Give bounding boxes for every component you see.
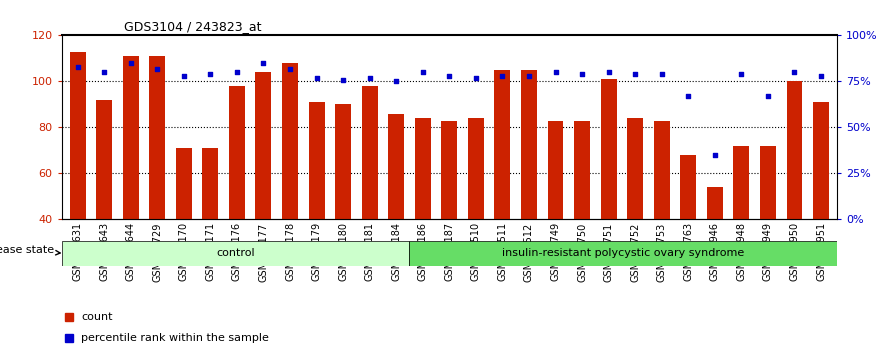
Text: GDS3104 / 243823_at: GDS3104 / 243823_at: [123, 20, 261, 33]
Point: [70, 64, 85, 69]
Point: [814, 73, 828, 79]
Point: [150, 66, 164, 72]
Point: [256, 60, 270, 66]
Point: [442, 73, 456, 79]
Bar: [176, 148, 192, 219]
Point: [761, 93, 775, 99]
Point: [416, 69, 430, 75]
Bar: [627, 118, 643, 219]
Point: [707, 152, 722, 158]
Bar: [308, 102, 324, 219]
Bar: [733, 146, 750, 219]
Bar: [601, 79, 617, 219]
Point: [681, 93, 695, 99]
Bar: [96, 100, 112, 219]
Bar: [548, 120, 564, 219]
Point: [469, 75, 483, 81]
Bar: [149, 56, 166, 219]
FancyBboxPatch shape: [62, 241, 409, 266]
Text: count: count: [81, 312, 113, 322]
Bar: [521, 70, 537, 219]
Point: [735, 71, 749, 77]
Bar: [574, 120, 590, 219]
Bar: [362, 86, 378, 219]
Bar: [335, 104, 351, 219]
Text: control: control: [216, 248, 255, 258]
Bar: [415, 118, 431, 219]
Bar: [707, 187, 722, 219]
Bar: [680, 155, 696, 219]
Bar: [282, 63, 298, 219]
Point: [788, 69, 802, 75]
Bar: [70, 51, 85, 219]
Point: [309, 75, 323, 81]
Bar: [122, 56, 138, 219]
Bar: [255, 72, 271, 219]
Point: [495, 73, 509, 79]
Bar: [787, 81, 803, 219]
Point: [336, 77, 350, 82]
Point: [549, 69, 563, 75]
Point: [575, 71, 589, 77]
FancyBboxPatch shape: [409, 241, 837, 266]
Point: [389, 79, 403, 84]
Point: [363, 75, 377, 81]
Bar: [441, 120, 457, 219]
Text: disease state: disease state: [0, 245, 60, 255]
Bar: [494, 70, 510, 219]
Point: [177, 73, 191, 79]
Point: [123, 60, 137, 66]
Bar: [760, 146, 776, 219]
Point: [655, 71, 669, 77]
Bar: [203, 148, 218, 219]
Bar: [389, 114, 404, 219]
Bar: [229, 86, 245, 219]
Point: [230, 69, 244, 75]
Bar: [468, 118, 484, 219]
Point: [628, 71, 642, 77]
Point: [283, 66, 297, 72]
Bar: [813, 102, 829, 219]
Point: [602, 69, 616, 75]
Point: [522, 73, 536, 79]
Bar: [654, 120, 670, 219]
Text: percentile rank within the sample: percentile rank within the sample: [81, 333, 269, 343]
Point: [204, 71, 218, 77]
Text: insulin-resistant polycystic ovary syndrome: insulin-resistant polycystic ovary syndr…: [502, 248, 744, 258]
Point: [97, 69, 111, 75]
